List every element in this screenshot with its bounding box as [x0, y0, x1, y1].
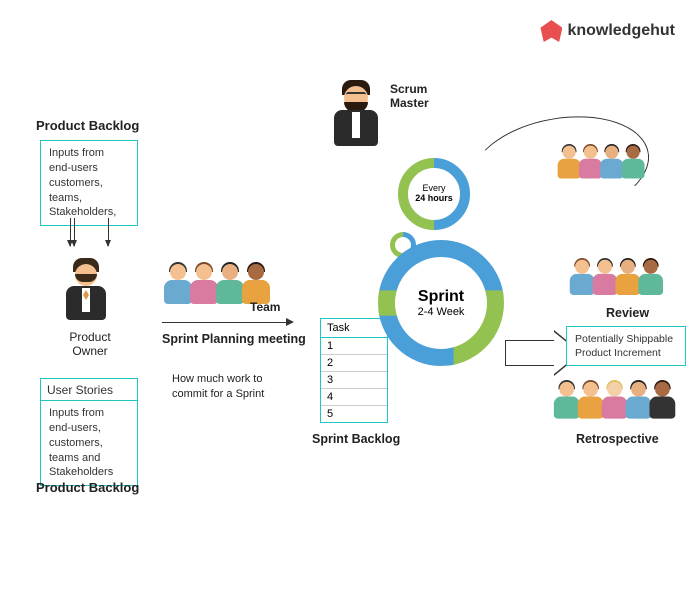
sprint-duration: 2-4 Week: [418, 306, 465, 318]
review-title: Review: [606, 306, 649, 320]
review-avatars: [568, 258, 665, 298]
planning-note: How much work to commit for a Sprint: [172, 372, 272, 403]
retrospective-avatars: [552, 380, 677, 422]
arrow-down-2: [74, 218, 75, 246]
product-backlog-box-2: Inputs from end-users, customers, teams …: [40, 400, 138, 486]
daily-cycle: Every 24 hours: [398, 158, 470, 230]
retrospective-title: Retrospective: [576, 432, 659, 446]
product-owner-avatar: [62, 258, 110, 327]
task-row: 5: [321, 406, 387, 422]
arrow-down-3: [108, 218, 109, 246]
brand-icon: [540, 20, 562, 42]
sprint-title: Sprint: [418, 288, 464, 306]
team-label: Team: [250, 300, 280, 314]
planning-title: Sprint Planning meeting: [162, 332, 306, 346]
product-backlog-footer: Product Backlog: [36, 480, 139, 495]
sprint-backlog-title: Sprint Backlog: [312, 432, 400, 446]
planning-arrow-head: [286, 318, 294, 326]
product-backlog-box-1: Inputs from end-users customers, teams, …: [40, 140, 138, 226]
scrum-master-avatar: [330, 80, 382, 153]
brand-name: knowledgehut: [567, 22, 675, 40]
daily-every-value: 24 hours: [415, 194, 453, 204]
product-backlog-title: Product Backlog: [36, 118, 139, 133]
review-box: Potentially Shippable Product Increment: [566, 326, 686, 366]
product-owner-label: Product Owner: [62, 330, 118, 358]
user-stories-title: User Stories: [40, 378, 138, 402]
task-row: 4: [321, 389, 387, 406]
sprint-cycle: Sprint 2-4 Week: [378, 240, 504, 366]
planning-arrow-line: [162, 322, 288, 323]
task-row: 3: [321, 372, 387, 389]
brand-logo: knowledgehut: [540, 20, 675, 42]
review-team-top: [556, 144, 646, 182]
scrum-master-label: Scrum Master: [390, 82, 446, 110]
